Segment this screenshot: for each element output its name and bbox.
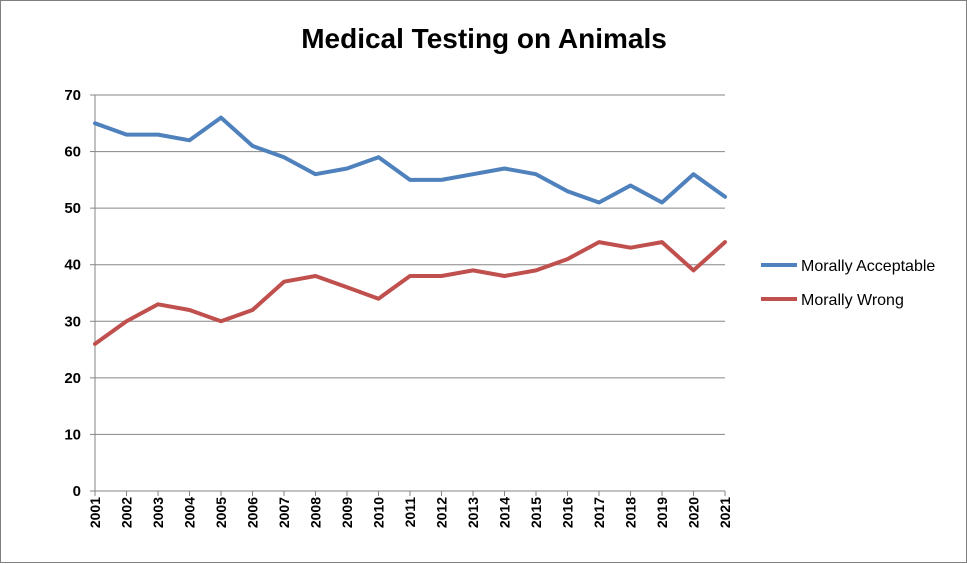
x-tick-label: 2006	[245, 497, 261, 528]
y-tick-label: 70	[64, 87, 81, 104]
x-tick-label: 2009	[339, 497, 355, 528]
x-tick-label: 2005	[213, 497, 229, 528]
chart-title: Medical Testing on Animals	[301, 23, 667, 54]
y-tick-label: 40	[64, 257, 81, 274]
x-tick-label: 2019	[654, 497, 670, 528]
x-axis-ticks: 2001 2002 2003 2004 2005 2006 2007 2008 2009 2010…	[87, 491, 733, 528]
gridlines	[95, 94, 725, 435]
x-tick-label: 2021	[717, 497, 733, 528]
series-line-0	[93, 115, 727, 205]
x-tick-label: 2013	[465, 497, 481, 528]
x-tick-label: 2002	[119, 497, 135, 528]
x-tick-label: 2004	[182, 497, 198, 528]
axes	[94, 95, 725, 492]
legend-label: Morally Wrong	[801, 292, 904, 309]
x-tick-label: 2020	[686, 497, 702, 528]
x-tick-label: 2011	[402, 497, 418, 528]
y-tick-label: 30	[64, 313, 81, 330]
legend: Morally Acceptable Morally Wrong	[761, 258, 935, 309]
series-line-1	[93, 240, 727, 346]
y-tick-label: 60	[64, 144, 81, 161]
series-lines	[93, 115, 727, 346]
legend-label: Morally Acceptable	[801, 258, 935, 275]
x-tick-label: 2010	[371, 497, 387, 528]
x-tick-label: 2007	[276, 497, 292, 528]
x-tick-label: 2008	[308, 497, 324, 528]
x-tick-label: 2014	[497, 497, 513, 528]
x-tick-label: 2001	[87, 497, 103, 528]
x-tick-label: 2016	[560, 497, 576, 528]
x-tick-label: 2015	[528, 497, 544, 528]
y-axis-ticks: 0 10 20 30 40 50 60 70	[64, 87, 95, 500]
x-tick-label: 2018	[623, 497, 639, 528]
x-tick-label: 2003	[150, 497, 166, 528]
y-tick-label: 0	[73, 483, 81, 500]
x-tick-label: 2012	[434, 497, 450, 528]
y-tick-label: 50	[64, 200, 81, 217]
x-tick-label: 2017	[591, 497, 607, 528]
y-tick-label: 10	[64, 426, 81, 443]
y-tick-label: 20	[64, 370, 81, 387]
